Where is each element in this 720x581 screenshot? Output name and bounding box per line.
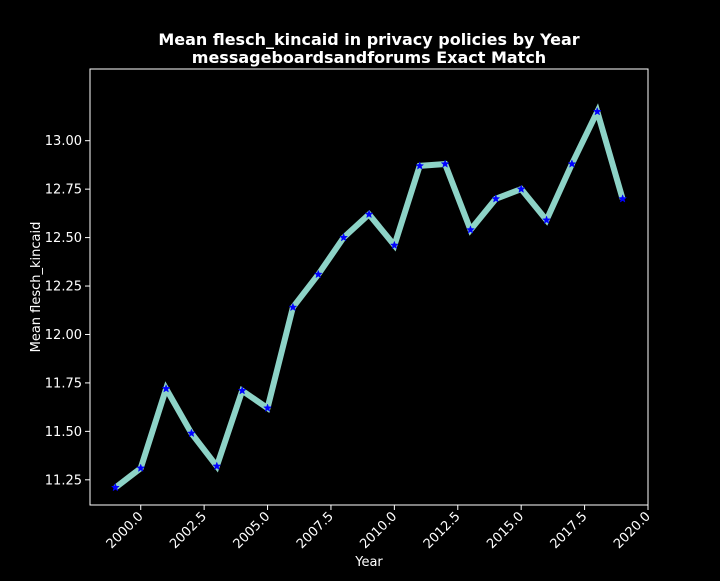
data-point-2014 bbox=[491, 194, 501, 203]
data-point-2003 bbox=[212, 461, 222, 471]
y-tick-label-4: 12.25 bbox=[45, 280, 82, 295]
axes-frame bbox=[89, 68, 649, 506]
chart-title-line2: messageboardsandforums Exact Match bbox=[192, 48, 546, 67]
data-point-2002 bbox=[186, 428, 196, 438]
chart-title-line1: Mean flesch_kincaid in privacy policies … bbox=[158, 30, 579, 49]
data-point-2016 bbox=[542, 215, 552, 224]
x-axis-label: Year bbox=[354, 555, 383, 570]
data-point-2011 bbox=[415, 161, 425, 170]
y-tick-label-2: 11.75 bbox=[45, 376, 82, 391]
data-point-2012 bbox=[440, 159, 450, 168]
data-point-2013 bbox=[465, 225, 475, 234]
data-point-2007 bbox=[313, 269, 323, 279]
y-tick-label-7: 13.00 bbox=[45, 134, 82, 149]
data-point-2000 bbox=[136, 463, 146, 472]
data-point-2010 bbox=[389, 240, 399, 250]
data-point-2019 bbox=[618, 194, 628, 203]
y-tick-label-0: 11.25 bbox=[45, 473, 82, 488]
data-point-1999 bbox=[110, 482, 120, 492]
data-point-2018 bbox=[592, 106, 602, 116]
data-point-2017 bbox=[567, 159, 577, 168]
data-point-2006 bbox=[288, 302, 298, 312]
y-tick-label-5: 12.50 bbox=[45, 231, 82, 246]
y-tick-label-1: 11.50 bbox=[45, 425, 82, 440]
data-point-2009 bbox=[364, 209, 374, 219]
y-tick-label-3: 12.00 bbox=[45, 328, 82, 343]
data-point-2008 bbox=[339, 232, 349, 242]
data-point-2004 bbox=[237, 385, 247, 395]
data-point-2005 bbox=[263, 403, 273, 412]
data-point-2015 bbox=[516, 184, 526, 193]
y-axis-label: Mean flesch_kincaid bbox=[29, 222, 44, 353]
data-point-2001 bbox=[161, 384, 171, 393]
y-tick-label-6: 12.75 bbox=[45, 183, 82, 198]
